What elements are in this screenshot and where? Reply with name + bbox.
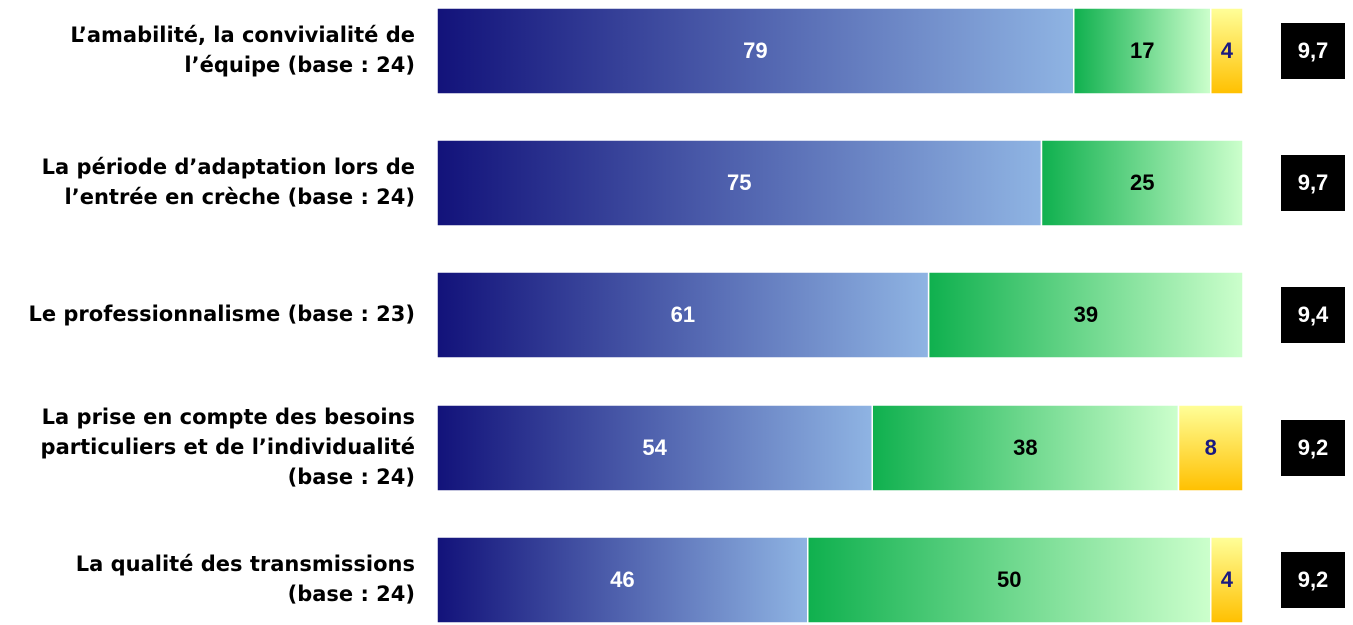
data-label: 46 bbox=[610, 567, 634, 592]
bar-segment bbox=[1072, 7, 1212, 95]
data-label: 39 bbox=[1074, 302, 1098, 327]
score-box bbox=[1281, 287, 1345, 343]
category-label: L’amabilité, la convivialité de bbox=[70, 23, 415, 47]
score-label: 9,7 bbox=[1298, 170, 1329, 195]
data-label: 79 bbox=[743, 38, 767, 63]
category-label: (base : 24) bbox=[288, 465, 415, 489]
bar-segment bbox=[436, 404, 873, 492]
bar-segment bbox=[436, 536, 809, 624]
score-box bbox=[1281, 155, 1345, 211]
data-label: 25 bbox=[1130, 170, 1154, 195]
bar-segment bbox=[871, 404, 1180, 492]
data-label: 75 bbox=[727, 170, 751, 195]
data-label: 61 bbox=[671, 302, 695, 327]
bar-segment bbox=[1040, 139, 1244, 227]
bar-segment bbox=[436, 271, 930, 359]
data-label: 4 bbox=[1221, 567, 1234, 592]
bar-segment bbox=[927, 271, 1244, 359]
data-label: 8 bbox=[1205, 435, 1217, 460]
category-label: La prise en compte des besoins bbox=[42, 405, 415, 429]
score-label: 9,7 bbox=[1298, 38, 1329, 63]
category-label: l’équipe (base : 24) bbox=[184, 53, 415, 77]
category-label: Le professionnalisme (base : 23) bbox=[28, 302, 415, 326]
score-label: 9,4 bbox=[1298, 302, 1329, 327]
score-box bbox=[1281, 23, 1345, 79]
data-label: 50 bbox=[997, 567, 1021, 592]
score-label: 9,2 bbox=[1298, 567, 1329, 592]
score-box bbox=[1281, 420, 1345, 476]
data-label: 17 bbox=[1130, 38, 1154, 63]
score-label: 9,2 bbox=[1298, 435, 1329, 460]
bar-segment bbox=[1210, 7, 1244, 95]
bar-segment bbox=[807, 536, 1212, 624]
data-label: 38 bbox=[1013, 435, 1037, 460]
score-box bbox=[1281, 552, 1345, 608]
bar-segment bbox=[436, 139, 1043, 227]
category-label: La qualité des transmissions bbox=[76, 552, 415, 576]
data-label: 54 bbox=[642, 435, 667, 460]
bar-segment bbox=[436, 7, 1075, 95]
category-label: particuliers et de l’individualité bbox=[41, 435, 415, 459]
category-label: (base : 24) bbox=[288, 582, 415, 606]
category-label: l’entrée en crèche (base : 24) bbox=[65, 185, 415, 209]
data-label: 4 bbox=[1221, 38, 1234, 63]
bar-segment bbox=[1177, 404, 1244, 492]
bar-segment bbox=[1210, 536, 1244, 624]
category-label: La période d’adaptation lors de bbox=[42, 155, 415, 179]
